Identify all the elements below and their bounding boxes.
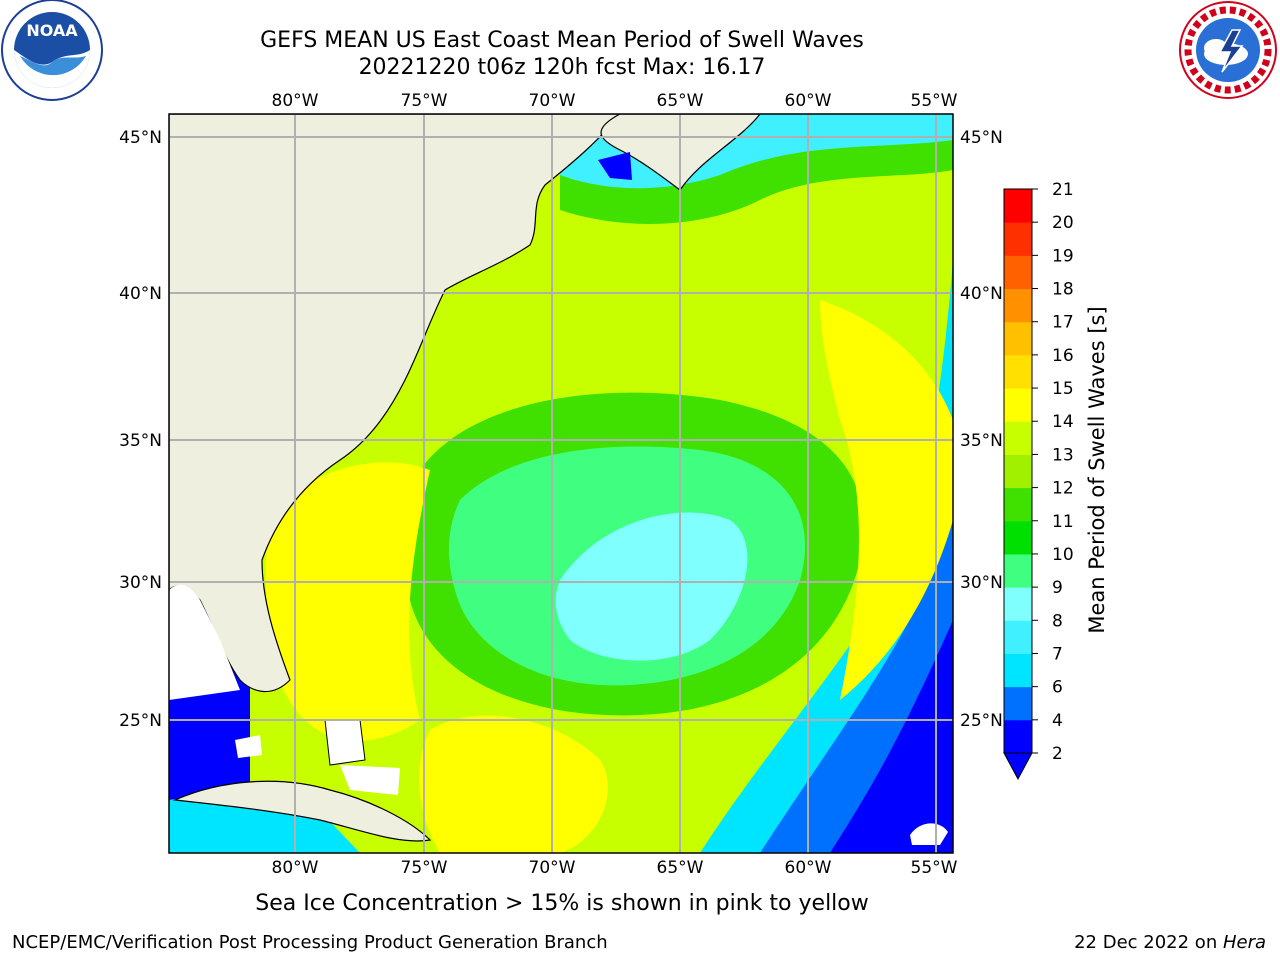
lat-label: 25°N <box>119 711 162 731</box>
lon-label: 55°W <box>911 858 958 878</box>
colorbar-segment <box>1004 487 1032 522</box>
colorbar-tick-label: 4 <box>1052 711 1063 731</box>
colorbar-segment <box>1004 653 1032 688</box>
colorbar-tick-label: 9 <box>1052 578 1063 598</box>
colorbar-tick-label: 6 <box>1052 678 1063 698</box>
lon-label: 65°W <box>657 91 704 111</box>
lon-label: 55°W <box>911 91 958 111</box>
lon-label: 70°W <box>529 91 576 111</box>
lon-label: 80°W <box>272 91 319 111</box>
map-title: GEFS MEAN US East Coast Mean Period of S… <box>260 28 864 53</box>
footer-date: 22 Dec 2022 on Hera <box>1074 932 1266 953</box>
colorbar-tick-label: 15 <box>1052 379 1074 399</box>
colorbar-tick-label: 16 <box>1052 346 1074 366</box>
colorbar-tick-label: 10 <box>1052 545 1074 565</box>
colorbar-segment <box>1004 288 1032 323</box>
lat-label: 25°N <box>960 711 1003 731</box>
colorbar-tick-label: 8 <box>1052 611 1063 631</box>
colorbar-segment <box>1004 553 1032 588</box>
colorbar-segment <box>1004 354 1032 389</box>
lon-label: 75°W <box>401 91 448 111</box>
noaa-logo-text: NOAA <box>26 21 78 40</box>
colorbar-segment <box>1004 255 1032 290</box>
colorbar-tick-label: 2 <box>1052 744 1063 764</box>
latitude-labels-right: 45°N 40°N 35°N 30°N 25°N <box>960 128 1003 731</box>
lon-label: 65°W <box>657 858 704 878</box>
lat-label: 35°N <box>119 431 162 451</box>
lat-label: 30°N <box>119 573 162 593</box>
colorbar-tick-label: 18 <box>1052 280 1074 300</box>
lon-label: 80°W <box>272 858 319 878</box>
colorbar-segment <box>1004 421 1032 455</box>
longitude-labels-top: 80°W 75°W 70°W 65°W 60°W 55°W <box>272 91 958 111</box>
colorbar: 2 4 6 7 8 9 10 11 12 13 14 15 16 17 18 19 20 21 <box>1003 180 1074 781</box>
colorbar-segment <box>1004 189 1032 223</box>
latitude-labels-left: 45°N 40°N 35°N 30°N 25°N <box>119 128 162 731</box>
lon-label: 70°W <box>529 858 576 878</box>
forecast-subtitle: 20221220 t06z 120h fcst Max: 16.17 <box>358 55 766 80</box>
graticule <box>169 114 953 853</box>
colorbar-frame <box>1003 188 1033 754</box>
colorbar-tick-label: 19 <box>1052 246 1074 266</box>
lon-label: 60°W <box>785 858 832 878</box>
longitude-labels-bottom: 80°W 75°W 70°W 65°W 60°W 55°W <box>272 858 958 878</box>
lat-label: 30°N <box>960 573 1003 593</box>
lat-label: 35°N <box>960 431 1003 451</box>
colorbar-segment <box>1004 222 1032 256</box>
lon-label: 60°W <box>785 91 832 111</box>
noaa-logo: NOAA <box>1 0 103 101</box>
colorbar-segment <box>1004 520 1032 555</box>
colorbar-tick-label: 7 <box>1052 644 1063 664</box>
lon-label: 75°W <box>401 858 448 878</box>
colorbar-tick-label: 21 <box>1052 180 1074 200</box>
colorbar-segment <box>1004 719 1032 754</box>
colorbar-segment <box>1004 321 1032 356</box>
colorbar-tick-label: 14 <box>1052 412 1074 432</box>
sea-ice-caption: Sea Ice Concentration > 15% is shown in … <box>255 891 869 916</box>
footer-machine: Hera <box>1222 932 1266 953</box>
colorbar-tick-label: 11 <box>1052 512 1074 532</box>
lat-label: 40°N <box>960 284 1003 304</box>
colorbar-segment <box>1004 454 1032 489</box>
colorbar-tick-label: 13 <box>1052 445 1074 465</box>
lat-label: 45°N <box>119 128 162 148</box>
lat-label: 45°N <box>960 128 1003 148</box>
colorbar-tick-label: 20 <box>1052 213 1074 233</box>
map-frame <box>168 113 954 854</box>
colorbar-segment <box>1004 388 1032 422</box>
footer-date-text: 22 Dec 2022 on <box>1074 932 1223 953</box>
colorbar-tick-label: 17 <box>1052 313 1074 333</box>
nws-logo <box>1179 1 1277 99</box>
colorbar-segment <box>1004 686 1032 721</box>
colorbar-segment <box>1004 620 1032 654</box>
colorbar-tick-label: 12 <box>1052 479 1074 499</box>
colorbar-under-arrow <box>1003 752 1033 781</box>
footer-credit: NCEP/EMC/Verification Post Processing Pr… <box>12 932 608 953</box>
colorbar-label: Mean Period of Swell Waves [s] <box>1085 306 1109 634</box>
colorbar-segment <box>1004 587 1032 621</box>
swell-period-field <box>169 114 953 853</box>
lat-label: 40°N <box>119 284 162 304</box>
